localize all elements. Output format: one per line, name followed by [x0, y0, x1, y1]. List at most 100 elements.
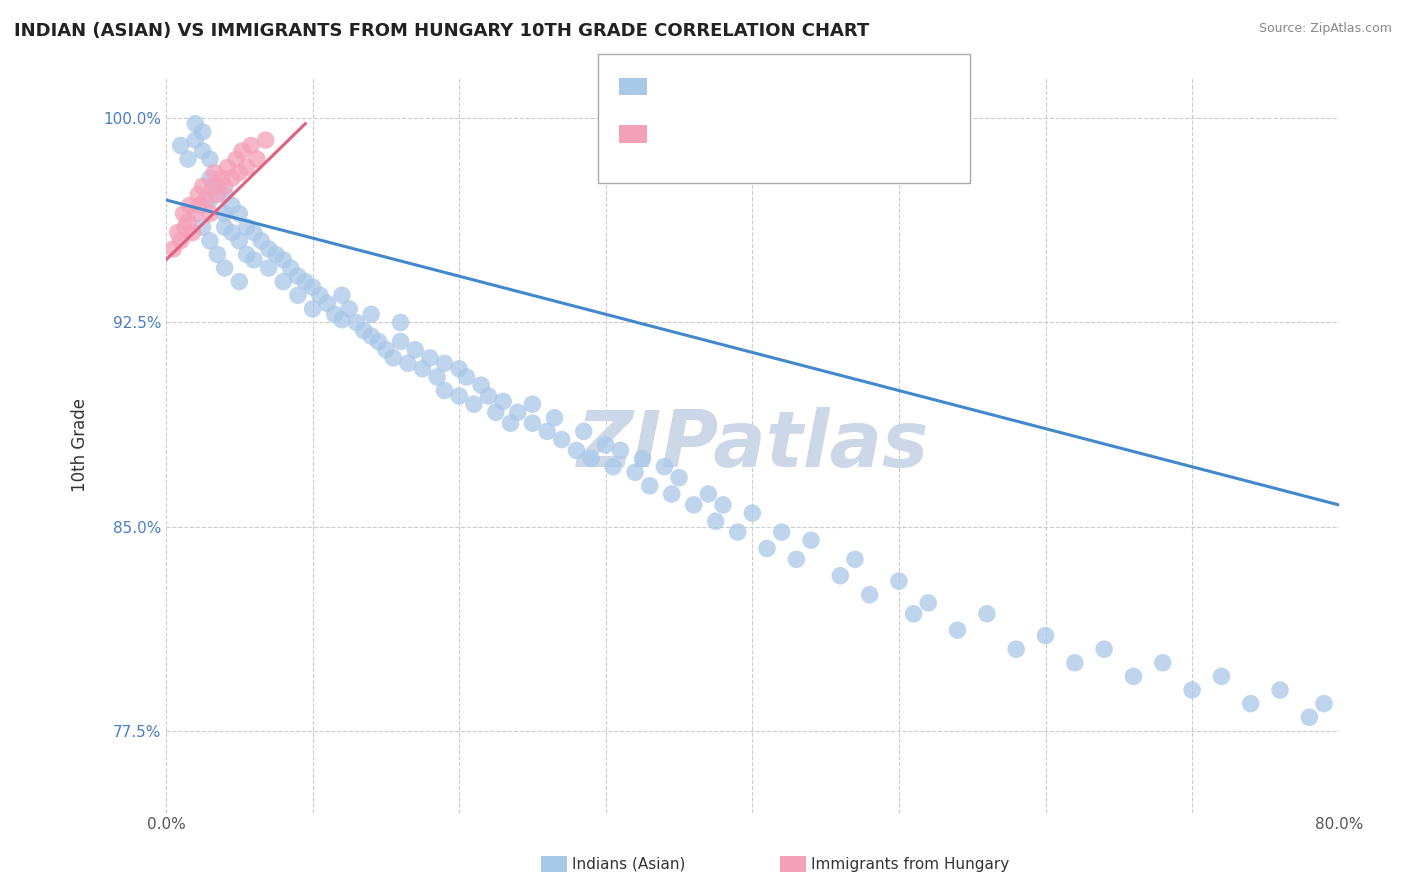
Point [198, 171, 221, 186]
Point [181, 226, 204, 240]
Point [228, 275, 250, 289]
Point [433, 356, 456, 370]
Text: R =  0.337   N =  28: R = 0.337 N = 28 [655, 125, 855, 143]
Point [727, 525, 749, 540]
Point [228, 166, 250, 180]
Point [741, 506, 763, 520]
Point [785, 552, 807, 566]
Point [1152, 656, 1174, 670]
Point [770, 525, 793, 540]
Point [449, 389, 471, 403]
Point [1211, 669, 1233, 683]
Point [162, 242, 184, 256]
Point [1005, 642, 1028, 657]
Point [1122, 669, 1144, 683]
Point [903, 607, 925, 621]
Point [271, 252, 294, 267]
Point [419, 351, 441, 365]
Point [294, 275, 316, 289]
Point [169, 138, 191, 153]
Point [463, 397, 485, 411]
Point [221, 171, 243, 186]
Point [250, 234, 273, 248]
Point [800, 533, 823, 548]
Point [323, 307, 346, 321]
Point [254, 133, 277, 147]
Point [264, 247, 287, 261]
Point [207, 247, 229, 261]
Point [536, 425, 558, 439]
Point [235, 161, 257, 175]
Point [1240, 697, 1263, 711]
Point [191, 179, 214, 194]
Point [477, 389, 499, 403]
Point [207, 179, 229, 194]
Point [257, 260, 280, 275]
Text: Immigrants from Hungary: Immigrants from Hungary [811, 857, 1010, 871]
Point [382, 351, 405, 365]
Point [887, 574, 910, 588]
Point [543, 410, 565, 425]
Point [624, 465, 647, 479]
Point [287, 269, 309, 284]
Point [174, 220, 197, 235]
Point [522, 416, 544, 430]
Point [337, 301, 360, 316]
Point [191, 144, 214, 158]
Point [240, 138, 263, 153]
Point [194, 193, 217, 207]
Point [214, 206, 236, 220]
Point [301, 301, 323, 316]
Point [211, 171, 233, 186]
Point [374, 343, 396, 357]
Point [231, 144, 253, 158]
Point [499, 416, 522, 430]
Text: INDIAN (ASIAN) VS IMMIGRANTS FROM HUNGARY 10TH GRADE CORRELATION CHART: INDIAN (ASIAN) VS IMMIGRANTS FROM HUNGAR… [14, 22, 869, 40]
Point [565, 443, 588, 458]
Point [271, 275, 294, 289]
Point [412, 361, 434, 376]
Point [214, 179, 236, 194]
Point [191, 220, 214, 235]
Point [572, 425, 595, 439]
Point [166, 226, 188, 240]
Point [1181, 683, 1204, 698]
Point [246, 152, 269, 166]
Point [668, 470, 690, 484]
Text: Source: ZipAtlas.com: Source: ZipAtlas.com [1258, 22, 1392, 36]
Point [198, 152, 221, 166]
Point [859, 588, 882, 602]
Point [301, 280, 323, 294]
Point [506, 405, 529, 419]
Point [184, 117, 207, 131]
Point [522, 397, 544, 411]
Point [243, 252, 266, 267]
Point [389, 316, 412, 330]
Point [976, 607, 998, 621]
Point [330, 312, 353, 326]
Point [221, 226, 243, 240]
Point [367, 334, 389, 349]
Point [697, 487, 720, 501]
Point [595, 438, 617, 452]
Point [661, 487, 683, 501]
Point [346, 316, 368, 330]
Point [470, 378, 492, 392]
Y-axis label: 10th Grade: 10th Grade [72, 398, 89, 492]
Point [235, 220, 257, 235]
Point [433, 384, 456, 398]
Point [449, 361, 471, 376]
Point [485, 405, 508, 419]
Point [228, 234, 250, 248]
Point [188, 198, 211, 212]
Point [1268, 683, 1291, 698]
Point [1063, 656, 1085, 670]
Point [316, 296, 339, 310]
Point [917, 596, 939, 610]
Text: R = -0.336   N = 117: R = -0.336 N = 117 [655, 78, 855, 95]
Text: ZIPatlas: ZIPatlas [576, 407, 928, 483]
Point [404, 343, 426, 357]
Point [389, 334, 412, 349]
Point [1035, 629, 1057, 643]
Point [221, 198, 243, 212]
